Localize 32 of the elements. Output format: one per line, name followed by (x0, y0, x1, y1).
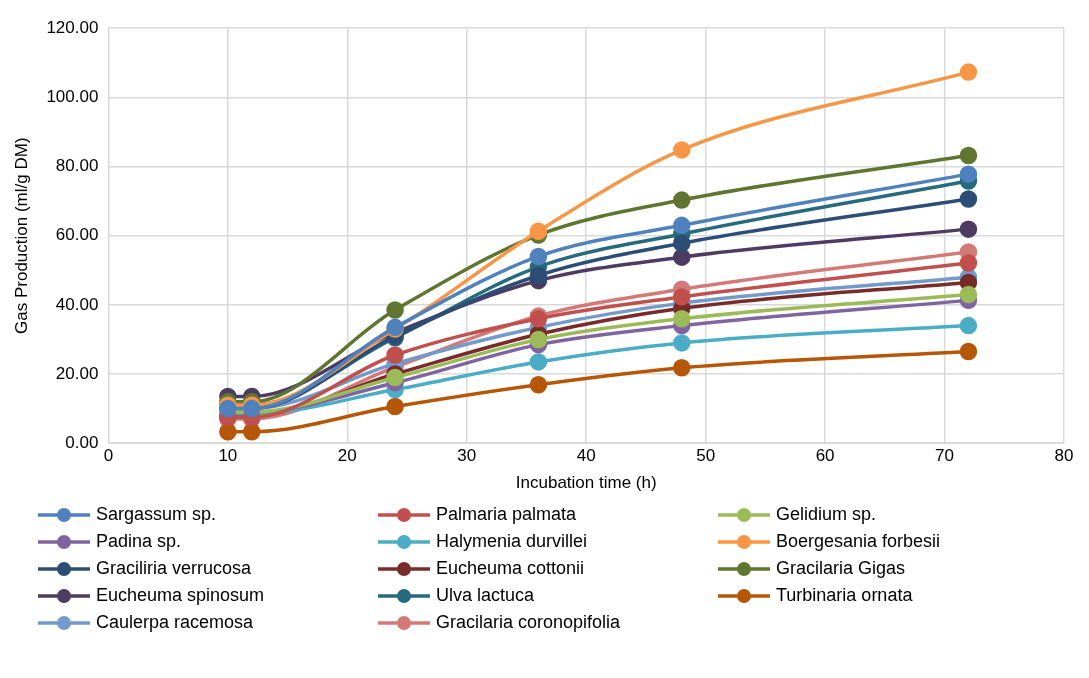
x-tick-label: 70 (935, 446, 955, 466)
y-tick-label: 80.00 (55, 156, 99, 176)
legend-label: Caulerpa racemosa (96, 612, 254, 633)
x-axis-title: Incubation time (h) (515, 473, 657, 493)
x-tick-label: 80 (1054, 446, 1074, 466)
legend-label: Graciliria verrucosa (96, 558, 252, 579)
legend-label: Boergesania forbesii (776, 531, 941, 552)
legend-label: Gracilaria Gigas (776, 558, 906, 579)
y-tick-label: 20.00 (55, 363, 99, 383)
legend-label: Turbinaria ornata (776, 585, 913, 606)
x-tick-label: 40 (576, 446, 596, 466)
x-tick-label: 10 (218, 446, 238, 466)
legend-label: Gracilaria coronopifolia (436, 612, 621, 633)
legend-label: Sargassum sp. (96, 504, 217, 525)
y-axis-title: Gas Production (ml/g DM) (11, 137, 31, 334)
legend-label: Palmaria palmata (436, 504, 577, 525)
y-tick-label: 0.00 (65, 432, 99, 452)
legend-label: Eucheuma spinosum (96, 585, 265, 606)
legend-label: Ulva lactuca (436, 585, 535, 606)
y-tick-label: 120.00 (46, 17, 99, 37)
x-tick-label: 0 (103, 446, 114, 466)
x-tick-label: 20 (337, 446, 357, 466)
legend-label: Gelidium sp. (776, 504, 877, 525)
y-tick-label: 100.00 (46, 87, 99, 107)
x-tick-label: 50 (696, 446, 716, 466)
legend-label: Eucheuma cottonii (436, 558, 585, 579)
y-tick-label: 60.00 (55, 225, 99, 245)
y-tick-label: 40.00 (55, 294, 99, 314)
legend-label: Padina sp. (96, 531, 182, 552)
legend-label: Halymenia durvillei (436, 531, 588, 552)
x-tick-label: 60 (815, 446, 835, 466)
x-tick-label: 30 (457, 446, 477, 466)
